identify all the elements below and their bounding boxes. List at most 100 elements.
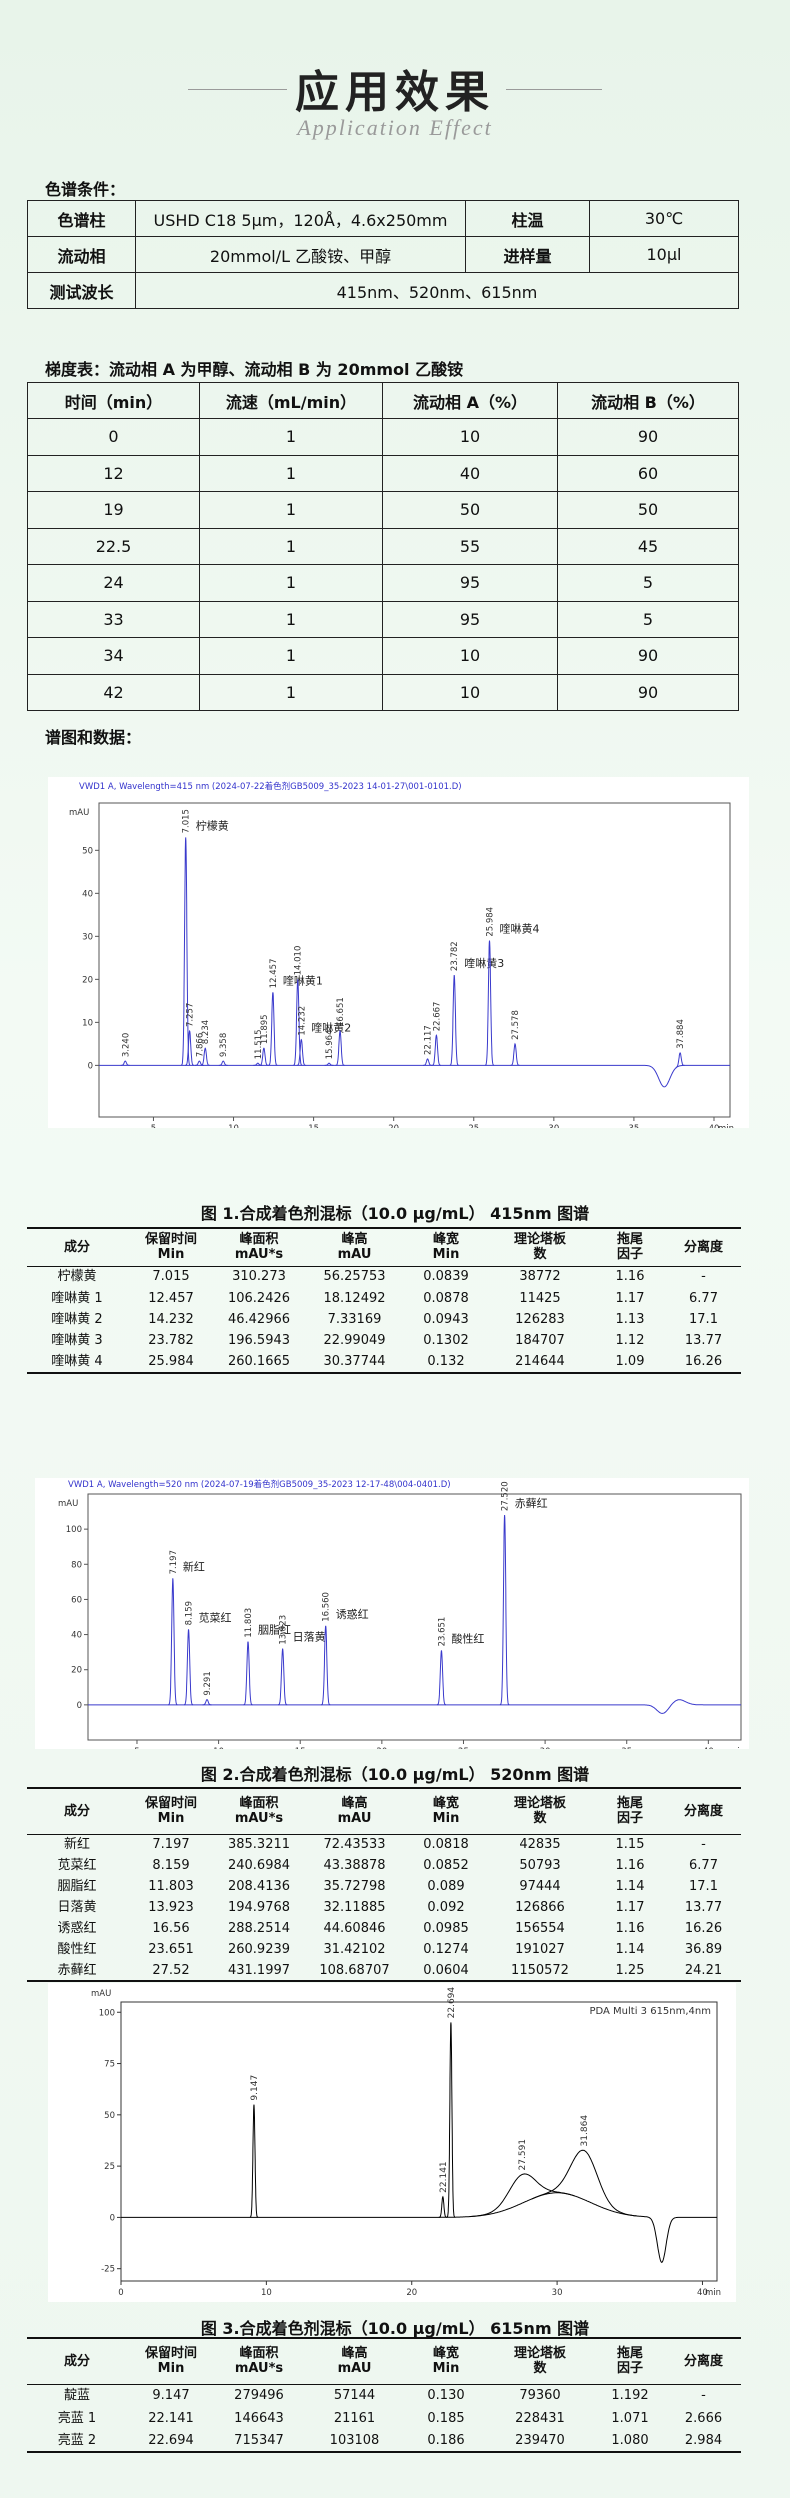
table-row: 喹啉黄 2 14.232 46.42966 7.33169 0.0943 126283 1.… [27, 1309, 741, 1330]
peak-label: 12.457 [269, 959, 279, 989]
table-cell: 95 [382, 600, 558, 638]
x-tick-label: 15 [295, 1747, 306, 1749]
peak [243, 1641, 253, 1706]
peak-label: 25.984 [486, 907, 496, 937]
x-tick-label: 10 [228, 1124, 239, 1128]
table-cell: 11.803 [148, 1879, 194, 1894]
header-cell: 峰面积 mAU*s [215, 2338, 303, 2385]
y-tick-label: 50 [104, 2111, 115, 2121]
table-cell: USHD C18 5μm，120Å，4.6x250mm [135, 200, 466, 237]
section-label: 梯度表：流动相 A 为甲醇、流动相 B 为 20mmol 乙酸铵 [45, 360, 464, 379]
peak-name: 喹啉黄2 [311, 1021, 351, 1035]
table-cell: 10μl [589, 236, 739, 273]
table-cell: 126866 [515, 1900, 565, 1915]
table-cell: 30.37744 [323, 1354, 386, 1370]
y-tick-label: 100 [99, 2008, 115, 2018]
plot-frame [87, 1493, 742, 1741]
table-row: 新红 7.197 385.3211 72.43533 0.0818 42835 1.15 - [27, 1834, 741, 1855]
table-cell: 13.923 [148, 1900, 194, 1915]
table-cell: 30℃ [589, 200, 739, 237]
peak [218, 1060, 228, 1066]
table-cell: 260.9239 [227, 1942, 291, 1957]
peak-label: 37.884 [676, 1019, 686, 1049]
table-cell: 310.273 [232, 1269, 286, 1285]
table-row: 33 1 95 5 [27, 600, 739, 638]
header-cell: 时间（min） [27, 382, 200, 419]
table-row: 赤藓红 27.52 431.1997 108.68707 0.0604 1150572 1.… [27, 1960, 741, 1981]
header-cell: 保留时间 Min [127, 1228, 215, 1267]
y-tick-label: 0 [88, 1061, 93, 1071]
header-cell: 峰高 mAU [303, 1228, 406, 1267]
peak-label: 8.159 [185, 1601, 195, 1625]
x-tick-label: 40 [697, 2288, 708, 2298]
x-tick-label: 5 [134, 1747, 139, 1749]
x-tick-label: 40 [709, 1124, 720, 1128]
chromatogram: VWD1 A, Wavelength=520 nm (2024-07-19着色剂… [35, 1478, 749, 1749]
table-row: 亮蓝 1 22.141 146643 21161 0.185 228431 1.071 2.6… [27, 2407, 741, 2430]
peak [249, 2104, 259, 2218]
table-cell: 10 [382, 673, 558, 711]
header-text: 因子 [616, 2361, 643, 2377]
table-cell: 0.1274 [423, 1942, 469, 1957]
title-rule [188, 89, 287, 90]
table-row: 22.5 1 55 45 [27, 527, 739, 565]
peak [185, 1029, 195, 1066]
table-cell: 0.186 [427, 2432, 465, 2448]
table-cell: 0.0878 [423, 1290, 469, 1306]
peak-label: 27.520 [501, 1481, 511, 1511]
results-table: 成分 保留时间 Min 峰面积 mAU*s 峰高 mAU 峰宽 Min 理论塔板数拖尾 因子 分离度柠… [27, 1227, 741, 1374]
table-cell: 715347 [234, 2432, 284, 2448]
table-cell: 57144 [333, 2388, 376, 2404]
header-cell: 保留时间 Min [127, 1788, 215, 1835]
table-cell: 诱惑红 [57, 1921, 97, 1936]
table-cell: 6.77 [689, 1290, 718, 1306]
table-cell: 431.1997 [227, 1962, 291, 1978]
peak-name: 喹啉黄4 [500, 922, 540, 936]
y-tick-label: 10 [82, 1018, 93, 1028]
header-text: 拖尾 [616, 2346, 643, 2362]
table-cell: 36.89 [684, 1942, 723, 1957]
table-cell: 16.26 [684, 1354, 723, 1370]
header-cell: 测试波长 [27, 272, 136, 309]
y-tick-label: 100 [66, 1525, 82, 1535]
table-header-row: 时间（min） 流速（mL/min） 流动相 A（%） 流动相 B（%） [27, 382, 739, 419]
x-tick-label: 40 [703, 1747, 714, 1749]
table-cell: 0.0818 [423, 1837, 469, 1853]
peak-name: 赤藓红 [515, 1497, 548, 1510]
header-cell: 峰宽 Min [406, 1228, 486, 1267]
x-tick-label: 25 [468, 1124, 479, 1128]
page-subtitle: Application Effect [297, 115, 493, 140]
table-cell: 106.2426 [227, 1290, 291, 1306]
peak-label: 7.257 [186, 1003, 196, 1027]
table-cell: 23.782 [148, 1333, 194, 1349]
peak-label: 11.515 [254, 1029, 264, 1059]
table-cell: 靛蓝 [63, 2388, 90, 2404]
table-cell: 90 [557, 637, 739, 675]
peak [436, 1650, 446, 1706]
table-cell: 22.694 [148, 2432, 194, 2448]
table-cell: 38772 [519, 1269, 561, 1285]
figure-caption: 图 1.合成着色剂混标（10.0 μg/mL） 415nm 图谱 [200, 1204, 590, 1223]
header-cell: 理论塔板数 [486, 1228, 594, 1267]
header-text: mAU [337, 1811, 372, 1827]
header-cell: 流动相 A（%） [382, 382, 558, 419]
header-text: 峰高 [341, 1796, 368, 1812]
header-cell: 理论塔板数 [486, 1788, 594, 1835]
table-cell: 苋菜红 [57, 1858, 97, 1873]
table-cell: 90 [557, 418, 739, 456]
table-cell: 6.77 [689, 1858, 718, 1873]
table-cell: 0.1302 [423, 1333, 469, 1349]
peak-label: 16.560 [322, 1592, 332, 1622]
header-cell: 分离度 [666, 2338, 741, 2385]
peak [168, 1578, 178, 1706]
table-row: 亮蓝 2 22.694 715347 103108 0.186 239470 1.080 2.… [27, 2429, 741, 2452]
header-text: 成分 [63, 2353, 90, 2369]
header-text: 拖尾 [616, 1796, 643, 1812]
header-cell: 分离度 [666, 1788, 741, 1835]
header-text: Min [432, 2361, 460, 2377]
section-label: 色谱条件： [45, 180, 126, 199]
table-cell: 60 [557, 454, 739, 492]
header-cell: 峰面积 mAU*s [215, 1228, 303, 1267]
peak [202, 1699, 212, 1706]
x-unit: min [729, 1747, 745, 1749]
